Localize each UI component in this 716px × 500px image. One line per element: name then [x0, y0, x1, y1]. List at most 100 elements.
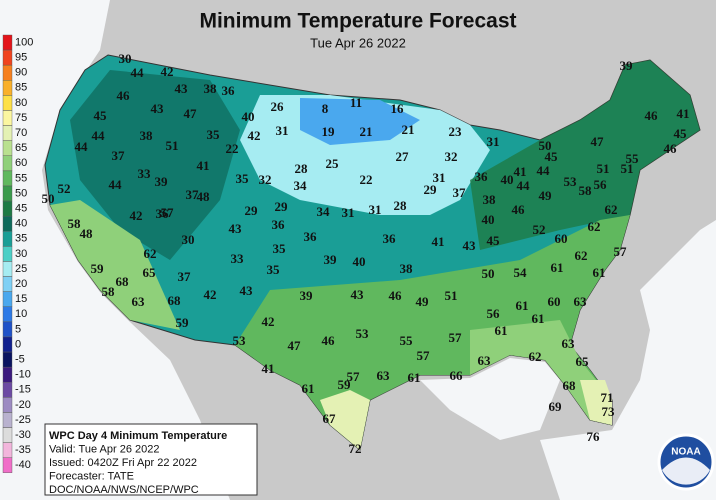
station-value: 34 [317, 204, 331, 219]
station-value: 46 [389, 288, 403, 303]
station-value: 43 [151, 101, 165, 116]
legend-swatch [2, 412, 13, 428]
station-value: 44 [131, 65, 145, 80]
pacific-ocean [0, 0, 230, 500]
station-value: 22 [226, 141, 239, 156]
station-value: 39 [155, 174, 169, 189]
station-value: 26 [271, 99, 285, 114]
legend-swatch [2, 276, 13, 292]
station-value: 31 [276, 123, 289, 138]
station-value: 63 [574, 294, 588, 309]
station-value: 57 [417, 348, 431, 363]
station-value: 56 [487, 306, 501, 321]
station-value: 67 [323, 411, 337, 426]
legend-swatch [2, 457, 13, 473]
station-value: 44 [75, 139, 89, 154]
info-line: WPC Day 4 Minimum Temperature [49, 430, 227, 442]
legend-label: 30 [15, 248, 27, 260]
station-value: 29 [245, 203, 259, 218]
legend-swatch [2, 64, 13, 81]
station-value: 19 [322, 124, 336, 139]
legend-swatch [2, 95, 13, 111]
station-value: 62 [529, 349, 542, 364]
station-value: 41 [432, 234, 445, 249]
station-value: 33 [138, 166, 152, 181]
subtitle: Tue Apr 26 2022 [310, 35, 406, 50]
station-value: 46 [645, 108, 659, 123]
station-value: 58 [68, 216, 82, 231]
station-value: 45 [94, 108, 108, 123]
station-value: 16 [391, 101, 405, 116]
station-value: 23 [449, 124, 463, 139]
info-line: DOC/NOAA/NWS/NCEP/WPC [49, 484, 199, 496]
station-value: 46 [117, 88, 131, 103]
station-value: 37 [112, 148, 126, 163]
station-value: 36 [304, 229, 318, 244]
station-value: 61 [495, 323, 508, 338]
station-value: 61 [516, 298, 529, 313]
station-value: 47 [591, 134, 605, 149]
legend-swatch [2, 261, 13, 277]
station-value: 27 [396, 149, 410, 164]
station-value: 71 [601, 390, 614, 405]
south-zone [235, 215, 630, 450]
station-value: 40 [242, 109, 255, 124]
station-value: 76 [587, 429, 601, 444]
station-value: 73 [602, 404, 616, 419]
legend-swatch [2, 49, 13, 66]
station-value: 43 [229, 221, 243, 236]
station-value: 57 [347, 369, 361, 384]
station-value: 53 [356, 326, 370, 341]
station-value: 55 [626, 151, 640, 166]
legend-label: 50 [15, 187, 27, 199]
station-value: 48 [80, 226, 94, 241]
station-value: 43 [463, 238, 477, 253]
station-value: 52 [58, 181, 71, 196]
legend-swatch [2, 442, 13, 458]
station-value: 31 [369, 202, 382, 217]
station-value: 56 [594, 177, 608, 192]
logo-wave [662, 457, 710, 485]
station-value: 45 [545, 149, 559, 164]
california-zone [50, 200, 180, 330]
legend-swatch [2, 382, 13, 398]
florida-zone [580, 380, 612, 425]
station-value: 41 [262, 361, 275, 376]
station-value: 45 [487, 233, 501, 248]
station-value: 68 [563, 378, 577, 393]
station-value: 32 [445, 149, 458, 164]
station-value: 57 [614, 244, 628, 259]
station-value: 69 [549, 399, 563, 414]
station-value: 51 [597, 161, 610, 176]
legend-swatch [2, 80, 13, 96]
legend-swatch [2, 155, 13, 172]
legend: 1009590858075706560555045403530252015105… [2, 34, 33, 473]
station-value: 46 [322, 333, 336, 348]
legend-swatch [2, 110, 13, 126]
station-value: 51 [621, 161, 634, 176]
station-value: 59 [338, 377, 352, 392]
station-value: 59 [91, 261, 105, 276]
station-value: 31 [342, 205, 355, 220]
station-value: 49 [539, 188, 553, 203]
legend-swatch [2, 291, 13, 307]
legend-swatch [2, 140, 13, 156]
station-value: 50 [539, 138, 552, 153]
station-value: 47 [184, 106, 198, 121]
station-value: 37 [453, 185, 467, 200]
station-value: 31 [433, 170, 446, 185]
station-value: 31 [487, 134, 500, 149]
station-value: 50 [482, 266, 495, 281]
legend-label: 65 [15, 142, 27, 154]
station-value: 49 [416, 294, 430, 309]
station-value: 51 [166, 138, 179, 153]
station-value: 38 [140, 128, 154, 143]
legend-swatch [2, 306, 13, 322]
station-value: 21 [402, 122, 415, 137]
station-value: 30 [119, 51, 132, 66]
legend-swatch [2, 200, 13, 217]
station-value: 8 [322, 101, 329, 116]
legend-label: 25 [15, 263, 27, 275]
